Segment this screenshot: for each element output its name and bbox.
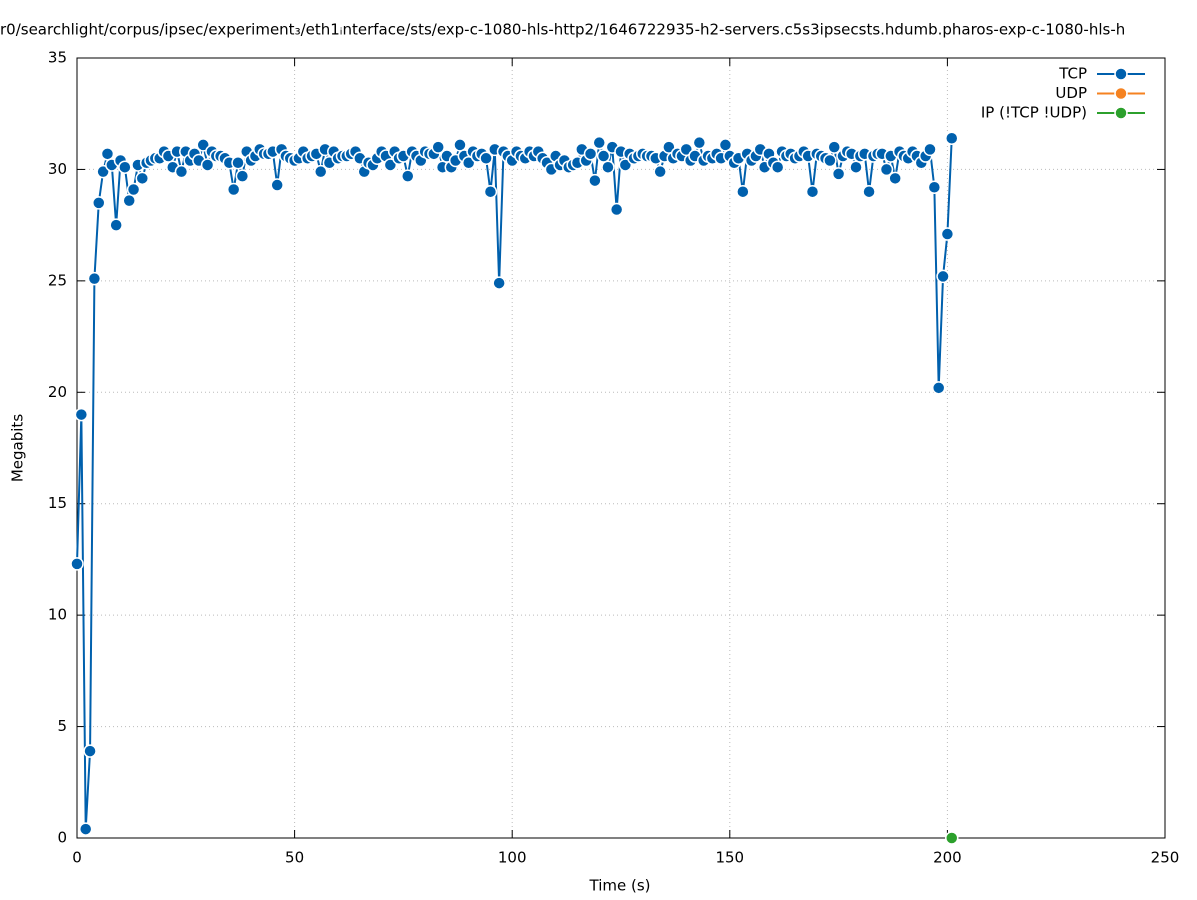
data-point bbox=[592, 135, 606, 150]
plot-border bbox=[76, 57, 1166, 839]
data-point bbox=[940, 227, 955, 241]
data-point bbox=[718, 138, 733, 152]
data-point bbox=[122, 193, 136, 208]
data-point bbox=[653, 164, 667, 179]
data-point bbox=[849, 160, 863, 174]
data-point bbox=[126, 182, 141, 197]
data-point bbox=[401, 169, 415, 183]
data-point bbox=[226, 182, 241, 197]
y-tick-label: 5 bbox=[57, 717, 67, 735]
y-tick-label: 0 bbox=[57, 829, 67, 847]
data-point bbox=[270, 178, 284, 192]
data-point bbox=[945, 131, 959, 145]
data-point bbox=[936, 269, 950, 284]
x-tick-label: 150 bbox=[715, 849, 744, 867]
x-tick-label: 0 bbox=[72, 849, 82, 867]
data-point bbox=[827, 140, 841, 154]
legend-marker bbox=[1114, 67, 1128, 81]
data-point bbox=[74, 407, 89, 422]
data-point bbox=[83, 744, 97, 758]
legend-label: IP (!TCP !UDP) bbox=[981, 104, 1087, 122]
data-point bbox=[588, 173, 602, 188]
data-point bbox=[736, 184, 750, 199]
data-point bbox=[492, 276, 506, 290]
data-point bbox=[235, 169, 250, 183]
data-point bbox=[479, 151, 493, 166]
legend-label: UDP bbox=[1055, 84, 1087, 102]
x-tick-label: 50 bbox=[285, 849, 304, 867]
y-tick-label: 15 bbox=[48, 494, 67, 512]
y-axis-label: Megabits bbox=[9, 414, 27, 482]
legend-marker bbox=[1114, 106, 1128, 120]
data-point bbox=[313, 164, 328, 179]
y-tick-label: 25 bbox=[48, 271, 67, 289]
data-point bbox=[383, 158, 398, 172]
data-point bbox=[927, 180, 942, 195]
data-point bbox=[100, 147, 115, 161]
y-tick-label: 30 bbox=[48, 160, 67, 178]
chart-title: r0/searchlight/corpus/ipsec/experiment₃/… bbox=[0, 21, 1125, 39]
y-tick-label: 10 bbox=[48, 606, 67, 624]
data-point bbox=[135, 171, 150, 186]
data-point bbox=[431, 140, 445, 154]
y-tick-label: 20 bbox=[48, 383, 67, 401]
data-point bbox=[923, 142, 937, 157]
data-point bbox=[888, 171, 902, 186]
data-point bbox=[118, 160, 132, 174]
x-tick-label: 100 bbox=[498, 849, 527, 867]
x-tick-label: 250 bbox=[1151, 849, 1180, 867]
data-point bbox=[231, 155, 245, 170]
data-point bbox=[78, 822, 93, 836]
data-point bbox=[601, 160, 615, 174]
data-point bbox=[931, 381, 946, 395]
series-line bbox=[76, 138, 953, 830]
data-point bbox=[805, 184, 820, 199]
y-tick-label: 35 bbox=[48, 49, 67, 67]
data-point bbox=[609, 202, 624, 217]
data-point bbox=[583, 147, 598, 161]
data-point bbox=[87, 271, 102, 286]
data-point bbox=[770, 160, 785, 174]
data-point bbox=[174, 164, 189, 179]
legend-label: TCP bbox=[1058, 65, 1087, 83]
data-point bbox=[109, 218, 123, 232]
data-point bbox=[945, 831, 959, 845]
data-point bbox=[96, 164, 110, 179]
data-point bbox=[92, 196, 106, 210]
x-axis-label: Time (s) bbox=[589, 877, 651, 895]
x-tick-label: 200 bbox=[933, 849, 962, 867]
data-point bbox=[200, 158, 215, 172]
data-point bbox=[453, 138, 467, 152]
data-point bbox=[70, 557, 84, 571]
data-point bbox=[483, 184, 498, 199]
data-point bbox=[823, 153, 837, 168]
data-point bbox=[196, 138, 210, 152]
data-point bbox=[862, 184, 876, 199]
data-point bbox=[692, 135, 707, 150]
data-point bbox=[879, 162, 894, 177]
data-point bbox=[831, 167, 846, 181]
legend-marker bbox=[1114, 86, 1128, 101]
